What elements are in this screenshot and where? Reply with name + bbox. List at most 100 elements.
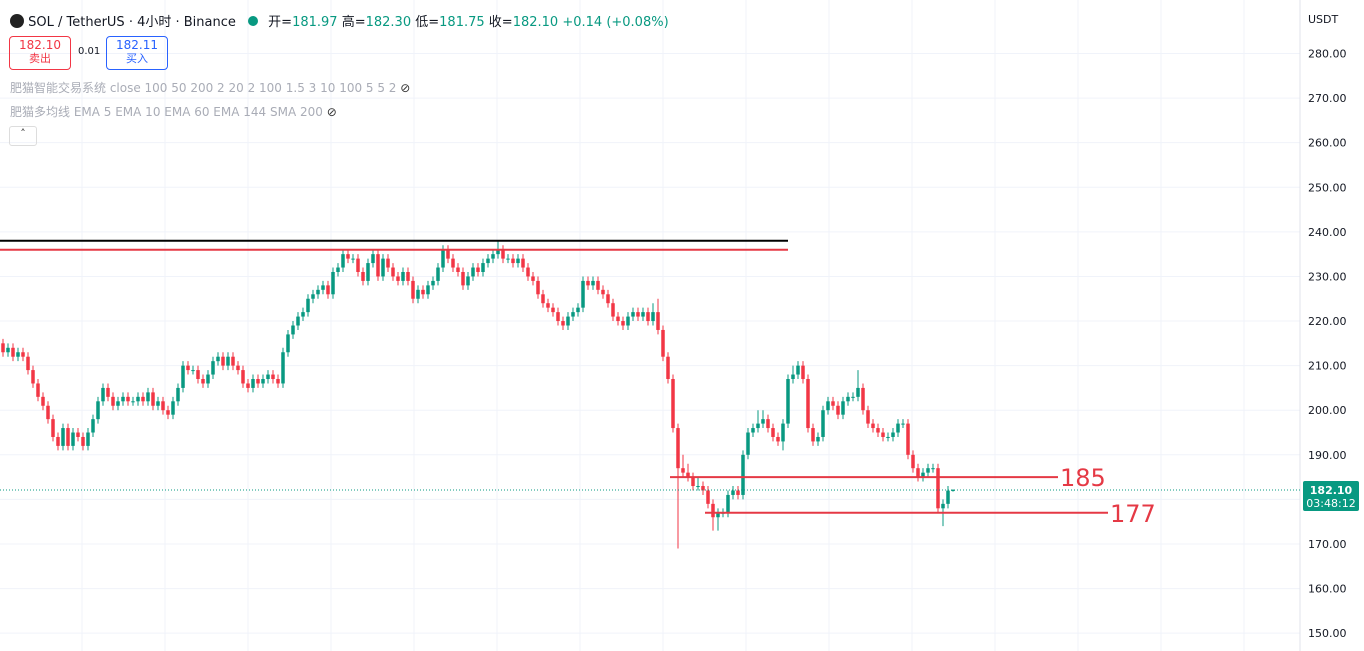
- sell-price: 182.10: [19, 38, 61, 52]
- candle-body: [26, 356, 30, 371]
- candle-body: [866, 410, 870, 424]
- candle-body: [856, 387, 860, 397]
- candle-body: [176, 387, 180, 402]
- candle-body: [326, 285, 330, 295]
- collapse-button[interactable]: ˄: [9, 126, 37, 146]
- spread: 0.01: [78, 46, 101, 57]
- candle-body: [576, 307, 580, 313]
- candle-body: [46, 405, 50, 420]
- candle-body: [526, 267, 530, 277]
- candle-body: [391, 267, 395, 277]
- low-label: 低=: [415, 15, 440, 30]
- candle-body: [126, 396, 130, 402]
- candle-body: [366, 263, 370, 281]
- candle-body: [711, 503, 715, 518]
- y-tick-label: 280.00: [1308, 48, 1347, 61]
- candle-body: [736, 490, 740, 495]
- candle-body: [536, 280, 540, 295]
- symbol[interactable]: SOL / TetherUS · 4小时 · Binance: [28, 15, 236, 30]
- candle-body: [231, 356, 235, 366]
- candle-body: [771, 428, 775, 437]
- candle-body: [591, 280, 595, 286]
- open-label: 开=: [268, 15, 293, 30]
- candle-body: [11, 347, 15, 357]
- currency[interactable]: USDT: [1308, 13, 1339, 26]
- candle-body: [731, 490, 735, 495]
- close-label: 收=: [488, 15, 513, 30]
- y-tick-label: 270.00: [1308, 92, 1347, 105]
- indicator-text: 肥猫多均线 EMA 5 EMA 10 EMA 60 EMA 144 SMA 20…: [10, 105, 323, 119]
- y-tick-label: 150.00: [1308, 627, 1347, 640]
- candle-body: [196, 370, 200, 380]
- candle-body: [496, 249, 500, 255]
- candle-body: [596, 280, 600, 290]
- candle-body: [291, 325, 295, 335]
- close: 182.10: [512, 15, 559, 30]
- candle-body: [821, 410, 825, 437]
- candle-body: [921, 472, 925, 478]
- candle-body: [911, 454, 915, 469]
- candle-body: [261, 379, 265, 384]
- candle-body: [801, 365, 805, 380]
- candle-body: [646, 312, 650, 322]
- candle-body: [706, 490, 710, 504]
- candle-body: [586, 280, 590, 286]
- candle-body: [246, 383, 250, 388]
- candle-body: [871, 423, 875, 429]
- candle-body: [516, 258, 520, 264]
- candle-body: [171, 401, 175, 415]
- candle-body: [566, 316, 570, 326]
- buy-button[interactable]: 182.11 买入: [106, 36, 168, 70]
- hide-icon[interactable]: ⊘: [400, 81, 411, 95]
- candle-body: [466, 276, 470, 286]
- candle-body: [426, 285, 430, 295]
- candle-body: [221, 356, 225, 366]
- candle-body: [371, 254, 375, 264]
- candle-body: [276, 379, 280, 384]
- sell-label: 卖出: [29, 52, 51, 65]
- candle-body: [56, 436, 60, 446]
- candle-body: [111, 396, 115, 406]
- candle-body: [941, 503, 945, 509]
- candle-body: [776, 436, 780, 442]
- header: SOL / TetherUS · 4小时 · Binance 开=181.97 …: [10, 11, 669, 30]
- candle-body: [511, 258, 515, 264]
- candle-body: [636, 312, 640, 317]
- candle-body: [296, 316, 300, 326]
- candle-body: [641, 312, 645, 317]
- candle-body: [381, 258, 385, 277]
- candle-body: [411, 280, 415, 299]
- candle-body: [241, 370, 245, 384]
- candle-body: [461, 271, 465, 286]
- indicator-text: 肥猫智能交易系统 close 100 50 200 2 20 2 100 1.5…: [10, 81, 397, 95]
- indicator[interactable]: 肥猫智能交易系统 close 100 50 200 2 20 2 100 1.5…: [10, 79, 410, 96]
- candle-body: [351, 258, 355, 260]
- candle-body: [926, 468, 930, 473]
- candle-body: [686, 472, 690, 478]
- status-dot: [248, 16, 259, 26]
- candle-body: [546, 303, 550, 308]
- candle-body: [716, 512, 720, 518]
- sell-button[interactable]: 182.10 卖出: [9, 36, 71, 70]
- candle-body: [6, 347, 10, 353]
- candle-body: [881, 432, 885, 437]
- candle-body: [436, 267, 440, 281]
- candle-body: [181, 365, 185, 388]
- candle-body: [341, 254, 345, 268]
- candle-body: [826, 401, 830, 411]
- candle-body: [336, 267, 340, 272]
- candle-body: [236, 365, 240, 371]
- hide-icon[interactable]: ⊘: [326, 105, 337, 119]
- line-label: 185: [1060, 464, 1106, 492]
- candle-body: [286, 334, 290, 353]
- price-tag: [1303, 481, 1359, 512]
- indicator[interactable]: 肥猫多均线 EMA 5 EMA 10 EMA 60 EMA 144 SMA 20…: [10, 103, 337, 120]
- candle-body: [841, 401, 845, 415]
- candle-body: [281, 352, 285, 384]
- candle-body: [61, 428, 65, 446]
- candle-body: [396, 276, 400, 281]
- candle-body: [271, 374, 275, 380]
- candle-body: [756, 423, 760, 429]
- candle-body: [746, 432, 750, 455]
